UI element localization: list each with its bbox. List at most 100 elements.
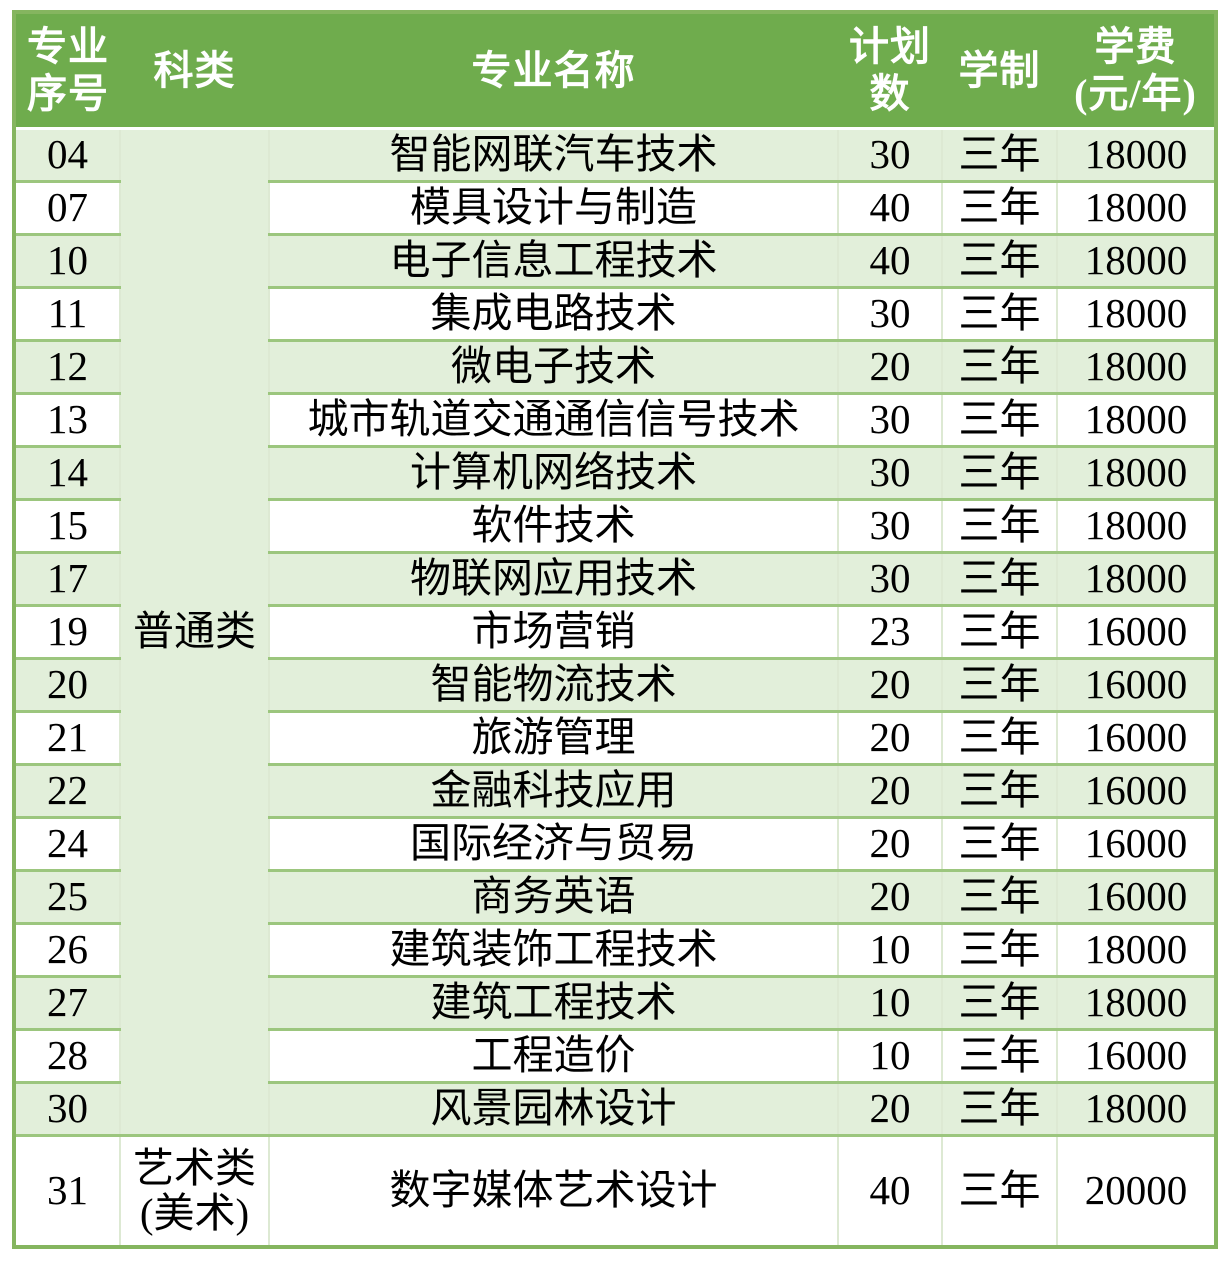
cell-plan-count: 30 [837,550,943,607]
cell-major-name: 商务英语 [268,868,839,925]
table-row: 19 市场营销 23 三年 16000 [13,603,1217,660]
cell-major-no: 14 [13,444,121,501]
cell-major-no: 21 [13,709,121,766]
cell-duration: 三年 [941,338,1058,395]
admission-plan-table: 专业 序号 科类 专业名称 计划 数 学制 学费 (元/年) 04 普通类 智能… [12,10,1218,1249]
cell-tuition: 18000 [1056,444,1217,501]
table-row: 20 智能物流技术 20 三年 16000 [13,656,1217,713]
table-row: 11 集成电路技术 30 三年 18000 [13,285,1217,342]
cell-major-name: 智能物流技术 [268,656,839,713]
cell-tuition: 16000 [1056,709,1217,766]
cell-major-name: 物联网应用技术 [268,550,839,607]
cell-duration: 三年 [941,1027,1058,1084]
cell-plan-count: 20 [837,762,943,819]
cell-duration: 三年 [941,232,1058,289]
cell-tuition: 16000 [1056,603,1217,660]
cell-major-no: 07 [13,179,121,236]
cell-tuition: 18000 [1056,391,1217,448]
cell-duration: 三年 [941,868,1058,925]
cell-tuition: 18000 [1056,497,1217,554]
table-row: 30 风景园林设计 20 三年 18000 [13,1080,1217,1137]
header-tuition: 学费 (元/年) [1057,12,1216,130]
cell-plan-count: 30 [837,391,943,448]
table-row: 12 微电子技术 20 三年 18000 [13,338,1217,395]
cell-major-no: 28 [13,1027,121,1084]
table-row: 22 金融科技应用 20 三年 16000 [13,762,1217,819]
table-row: 27 建筑工程技术 10 三年 18000 [13,974,1217,1031]
header-duration: 学制 [942,12,1057,130]
cell-plan-count: 20 [837,1080,943,1137]
header-row: 专业 序号 科类 专业名称 计划 数 学制 学费 (元/年) [14,12,1216,130]
cell-major-no: 30 [13,1080,121,1137]
cell-tuition: 18000 [1056,550,1217,607]
cell-tuition: 16000 [1056,815,1217,872]
cell-major-name: 微电子技术 [268,338,839,395]
cell-tuition: 16000 [1056,762,1217,819]
cell-duration: 三年 [941,285,1058,342]
table-row: 26 建筑装饰工程技术 10 三年 18000 [13,921,1217,978]
cell-duration: 三年 [941,656,1058,713]
cell-plan-count: 30 [837,444,943,501]
cell-major-no: 11 [13,285,121,342]
cell-plan-count: 40 [837,179,943,236]
cell-major-no: 25 [13,868,121,925]
cell-duration: 三年 [941,974,1058,1031]
cell-duration: 三年 [941,762,1058,819]
cell-major-name: 国际经济与贸易 [268,815,839,872]
cell-duration: 三年 [941,444,1058,501]
cell-tuition: 18000 [1056,179,1217,236]
cell-category-general: 普通类 [119,126,270,1137]
cell-plan-count: 20 [837,815,943,872]
cell-major-name: 城市轨道交通通信信号技术 [268,391,839,448]
cell-major-name: 金融科技应用 [268,762,839,819]
cell-tuition: 16000 [1056,656,1217,713]
cell-duration: 三年 [941,815,1058,872]
table-row: 14 计算机网络技术 30 三年 18000 [13,444,1217,501]
cell-duration: 三年 [941,179,1058,236]
table-row: 04 普通类 智能网联汽车技术 30 三年 18000 [13,126,1217,1137]
table-row: 31 艺术类 (美术) 数字媒体艺术设计 40 三年 20000 [13,1133,1217,1249]
cell-tuition: 18000 [1056,285,1217,342]
cell-major-name: 数字媒体艺术设计 [268,1133,839,1249]
table-row: 17 物联网应用技术 30 三年 18000 [13,550,1217,607]
cell-major-name: 电子信息工程技术 [268,232,839,289]
cell-duration: 三年 [941,1080,1058,1137]
cell-plan-count: 40 [837,1133,943,1249]
cell-major-name: 市场营销 [268,603,839,660]
cell-duration: 三年 [941,921,1058,978]
cell-duration: 三年 [941,603,1058,660]
cell-plan-count: 10 [837,1027,943,1084]
cell-tuition: 18000 [1056,921,1217,978]
cell-plan-count: 30 [837,285,943,342]
cell-major-no: 04 [13,126,121,183]
cell-major-no: 15 [13,497,121,554]
cell-tuition: 18000 [1056,1080,1217,1137]
cell-duration: 三年 [941,550,1058,607]
cell-plan-count: 40 [837,232,943,289]
cell-tuition: 18000 [1056,126,1217,183]
cell-major-no: 12 [13,338,121,395]
cell-major-no: 27 [13,974,121,1031]
cell-duration: 三年 [941,391,1058,448]
cell-major-no: 31 [13,1133,121,1249]
header-major-name: 专业名称 [269,12,838,130]
cell-plan-count: 10 [837,921,943,978]
cell-duration: 三年 [941,497,1058,554]
cell-major-name: 建筑装饰工程技术 [268,921,839,978]
cell-major-name: 智能网联汽车技术 [268,126,839,183]
cell-major-no: 17 [13,550,121,607]
cell-major-no: 13 [13,391,121,448]
cell-tuition: 18000 [1056,232,1217,289]
header-category: 科类 [120,12,269,130]
table-row: 21 旅游管理 20 三年 16000 [13,709,1217,766]
cell-major-name: 建筑工程技术 [268,974,839,1031]
table-row: 07 模具设计与制造 40 三年 18000 [13,179,1217,236]
cell-major-no: 24 [13,815,121,872]
cell-plan-count: 30 [837,497,943,554]
cell-major-name: 软件技术 [268,497,839,554]
header-plan-count: 计划 数 [838,12,942,130]
cell-tuition: 20000 [1056,1133,1217,1249]
table-row: 13 城市轨道交通通信信号技术 30 三年 18000 [13,391,1217,448]
table-row: 24 国际经济与贸易 20 三年 16000 [13,815,1217,872]
